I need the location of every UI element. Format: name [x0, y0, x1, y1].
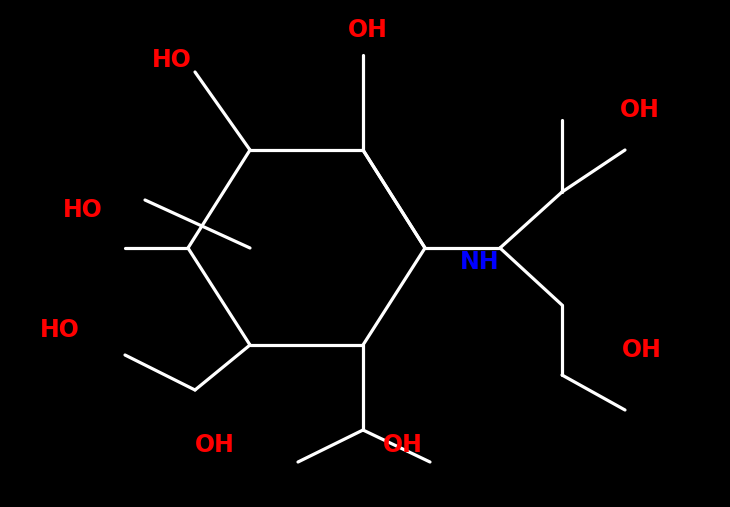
Text: HO: HO	[63, 198, 103, 222]
Text: OH: OH	[348, 18, 388, 42]
Text: NH: NH	[460, 250, 499, 274]
Text: OH: OH	[620, 98, 660, 122]
Text: HO: HO	[40, 318, 80, 342]
Text: OH: OH	[195, 433, 235, 457]
Text: HO: HO	[152, 48, 192, 72]
Text: OH: OH	[383, 433, 423, 457]
Text: OH: OH	[622, 338, 662, 362]
